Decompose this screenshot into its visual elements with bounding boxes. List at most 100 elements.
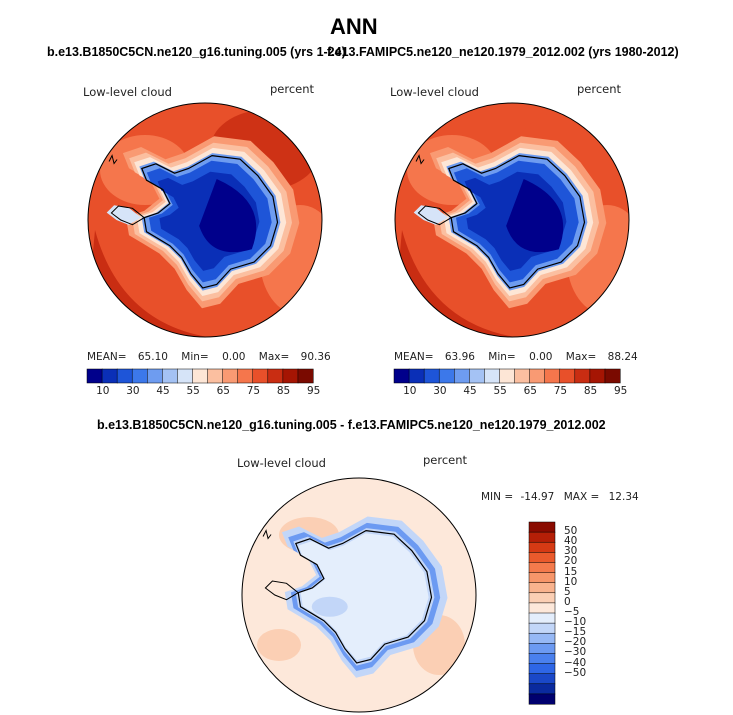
colorbar-tick-label: 5 [564,585,571,598]
panel2-field-label: Low-level cloud [390,85,479,99]
colorbar-tick-label: 45 [156,385,170,397]
colorbar-segment [528,602,556,614]
colorbar-segment [528,683,556,695]
colorbar-tick-label: 95 [307,385,321,397]
colorbar-tick-label: 85 [583,385,598,397]
map-border [241,477,477,713]
colorbar-tick-label: 75 [553,385,568,397]
map-border [87,102,323,338]
panel2-units-label: percent [577,82,622,96]
colorbar-segment [408,368,425,384]
colorbar-segment [574,368,591,384]
panel3-min-label: MIN = [481,491,514,503]
panel3-stats: MIN = -14.97 MAX = 12.34 [481,491,639,503]
colorbar-tick-label: −15 [564,626,587,639]
colorbar-segment [192,368,209,384]
colorbar-segment [559,368,576,384]
colorbar-segment [101,368,118,384]
diff-patch-neg [311,596,348,617]
panel1-min-value: 0.00 [222,351,246,363]
colorbar-tick-label: −30 [564,646,587,659]
colorbar-segment [528,531,556,543]
colorbar-panel-3 [528,521,556,705]
colorbar-segment [528,612,556,624]
colorbar-segment [528,592,556,604]
colorbar-tick-label: 55 [186,385,200,397]
colorbar-segment [454,368,470,384]
colorbar-panel-1 [86,368,314,384]
colorbar-panel-2-ticks: 10 30 45 55 65 75 85 95 [394,385,627,399]
colorbar-segment [177,368,194,384]
coastline [295,529,433,664]
colorbar-tick-label: −20 [564,636,587,649]
panel3-units-label: percent [423,453,468,467]
diff-continent [298,533,429,661]
colorbar-tick-label: −10 [564,616,587,629]
colorbar-segment [528,653,556,665]
colorbar-segment [528,643,556,654]
colorbar-segment [529,368,546,384]
colorbar-segment [528,693,556,705]
panel1-mean-label: MEAN= [87,351,127,363]
colorbar-segment [528,622,556,634]
map-field-layer [88,103,322,337]
colorbar-segment [528,663,556,675]
colorbar-segment [86,368,103,384]
map-field-layer [395,103,629,337]
page-title: ANN [330,14,378,39]
colorbar-segment [423,368,440,384]
panel2-mean-value: 63.96 [444,351,475,363]
subtitle-left: b.e13.B1850C5CN.ne120_g16.tuning.005 (yr… [47,45,346,59]
colorbar-segment [131,368,148,384]
continent-interior [506,179,564,253]
colorbar-tick-label: 15 [564,565,578,578]
colorbar-segment [528,582,556,594]
panel3-min-value: -14.97 [520,491,555,503]
panel1-units-label: percent [270,82,315,96]
colorbar-tick-label: 65 [523,385,537,397]
colorbar-segment [162,368,178,384]
colorbar-segment [528,521,556,533]
panel1-stats: MEAN= 65.10 Min= 0.00 Max= 90.36 [87,351,331,363]
colorbar-tick-label: 0 [564,595,571,608]
map-panel-3 [241,477,477,713]
colorbar-segment [469,368,485,384]
colorbar-tick-label: −40 [564,656,587,669]
colorbar-panel-1-ticks: 10 30 45 55 65 75 85 95 [87,385,320,399]
peninsula-region [106,205,142,225]
panel1-mean-value: 65.10 [137,351,168,363]
panel2-max-label: Max= [565,351,597,363]
map-panel-1 [87,102,323,338]
colorbar-tick-label: −50 [564,666,587,679]
colorbar-tick-label: 40 [564,535,578,548]
colorbar-segment [252,368,269,384]
panel2-stats: MEAN= 63.96 Min= 0.00 Max= 88.24 [394,351,638,363]
colorbar-tick-label: 50 [564,525,578,538]
colorbar-segment [207,368,224,384]
map-border [394,102,630,338]
panel1-max-label: Max= [258,351,290,363]
south-america-tip [262,529,272,540]
map-panel-2 [394,102,630,338]
colorbar-tick-label: 95 [614,385,628,397]
colorbar-segment [604,368,621,384]
panel1-min-label: Min= [181,351,209,363]
colorbar-tick-label: 30 [126,385,140,397]
panel3-max-label: MAX = [563,491,600,503]
colorbar-segment [267,368,284,384]
panel3-field-label: Low-level cloud [237,456,326,470]
colorbar-tick-label: 10 [96,385,110,397]
colorbar-tick-label: −5 [564,606,580,618]
coastline [448,154,586,289]
colorbar-segment [282,368,299,384]
colorbar-tick-label: 45 [463,385,477,397]
colorbar-tick-label: 30 [564,545,578,558]
diff-patch-positive-3 [257,629,301,661]
colorbar-segment [528,673,556,685]
panel2-max-value: 88.24 [607,351,638,363]
south-america-tip [108,154,118,165]
colorbar-segment [393,368,410,384]
panel3-max-value: 12.34 [608,491,639,503]
panel2-mean-label: MEAN= [394,351,434,363]
subtitle-right: f.e13.FAMIPC5.ne120_ne120.1979_2012.002 … [327,45,679,59]
